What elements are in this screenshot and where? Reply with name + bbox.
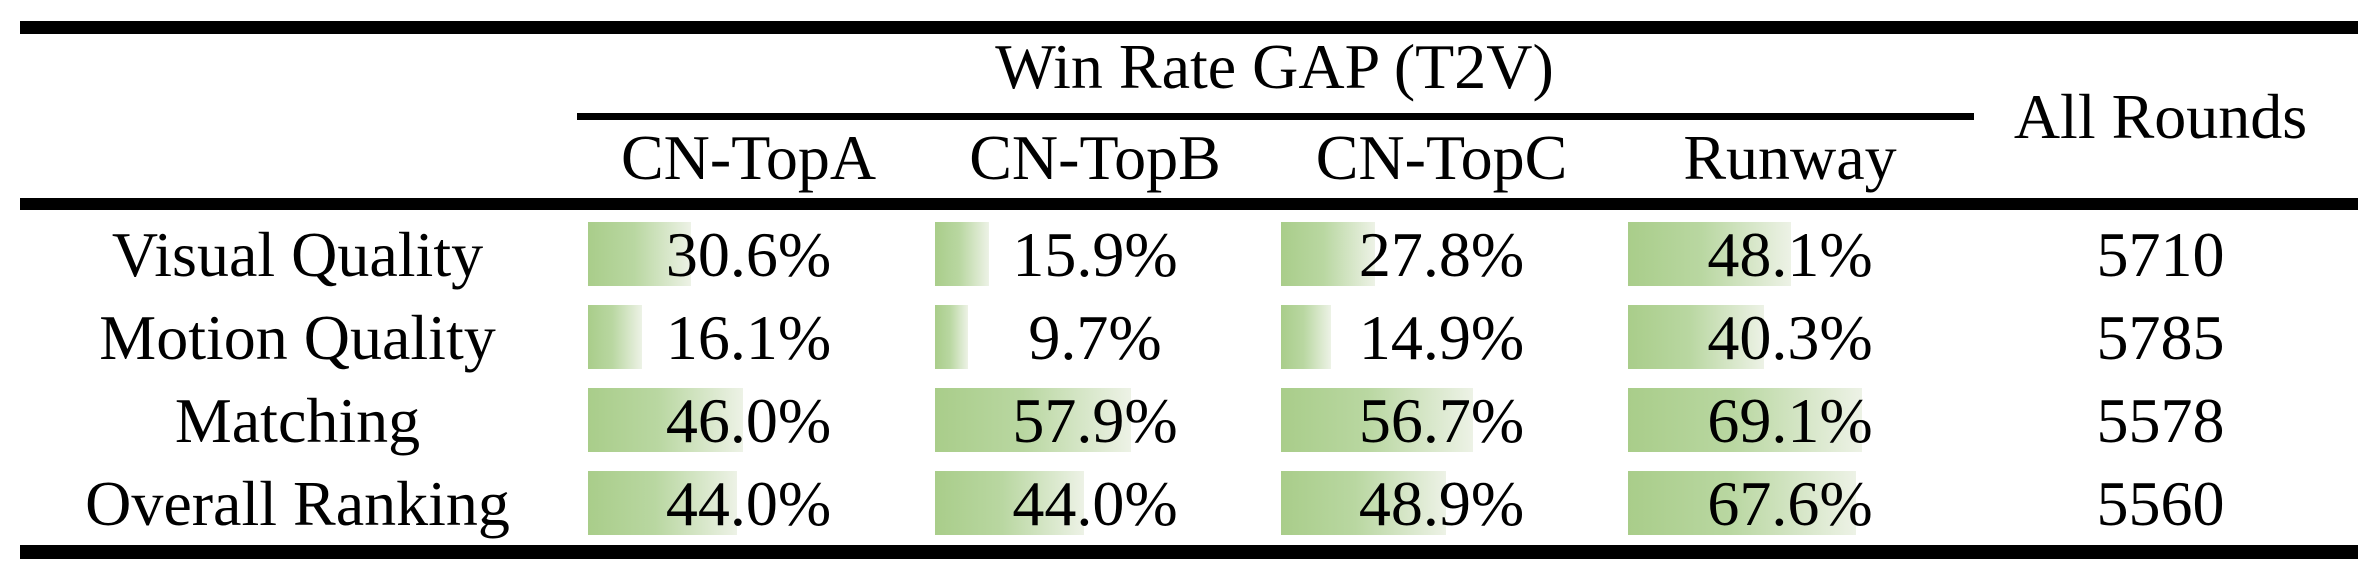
win-rate-bar — [1281, 471, 1447, 535]
row-label: Matching — [174, 384, 421, 456]
win-rate-value: 57.9% — [1012, 384, 1178, 456]
win-rate-bar — [935, 222, 989, 286]
win-rate-value: 48.1% — [1707, 218, 1873, 290]
win-rate-value: 56.7% — [1358, 384, 1525, 456]
win-rate-bar — [1628, 471, 1857, 535]
table-row-motion-quality: Motion Quality 16.1% 9.7% 14.9% 40.3% 57… — [20, 296, 2356, 379]
cell-motion-quality-runway: 40.3% — [1615, 296, 1965, 379]
win-rate-bar — [1628, 388, 1862, 452]
table-bottom-rule — [20, 545, 2358, 559]
win-rate-bar — [588, 471, 737, 535]
win-rate-bar — [588, 388, 744, 452]
row-label: Overall Ranking — [85, 467, 510, 539]
win-rate-value: 40.3% — [1707, 301, 1873, 373]
cell-visual-quality-all-rounds: 5710 — [2096, 218, 2225, 290]
cell-visual-quality-cn-topa: 30.6% — [575, 213, 922, 296]
cell-motion-quality-cn-topc: 14.9% — [1268, 296, 1615, 379]
win-rate-value: 16.1% — [665, 301, 832, 373]
table-row-overall-ranking: Overall Ranking 44.0% 44.0% 48.9% 67.6% … — [20, 462, 2356, 545]
win-rate-bar — [1628, 222, 1791, 286]
win-rate-bar — [935, 388, 1131, 452]
cell-overall-ranking-all-rounds: 5560 — [2096, 467, 2225, 539]
win-rate-value: 44.0% — [665, 467, 832, 539]
group-header-underline-rule — [577, 113, 1974, 120]
cell-matching-cn-topb: 57.9% — [922, 379, 1268, 462]
win-rate-value: 69.1% — [1707, 384, 1873, 456]
column-header-cn-topc: CN-TopC — [1315, 122, 1568, 193]
cell-matching-cn-topc: 56.7% — [1268, 379, 1615, 462]
win-rate-bar — [588, 222, 692, 286]
cell-overall-ranking-runway: 67.6% — [1615, 462, 1965, 545]
table-top-rule — [20, 21, 2358, 34]
win-rate-bar — [588, 305, 643, 369]
column-header-all-rounds: All Rounds — [2013, 81, 2308, 152]
cell-motion-quality-cn-topb: 9.7% — [922, 296, 1268, 379]
cell-overall-ranking-cn-topa: 44.0% — [575, 462, 922, 545]
column-header-runway: Runway — [1683, 122, 1897, 193]
table-row-visual-quality: Visual Quality 30.6% 15.9% 27.8% 48.1% 5… — [20, 213, 2356, 296]
cell-visual-quality-cn-topc: 27.8% — [1268, 213, 1615, 296]
win-rate-value: 44.0% — [1012, 467, 1178, 539]
group-header-title: Win Rate GAP (T2V) — [995, 31, 1554, 102]
row-label: Motion Quality — [99, 301, 496, 373]
win-rate-bar — [1281, 305, 1332, 369]
cell-visual-quality-cn-topb: 15.9% — [922, 213, 1268, 296]
row-label: Visual Quality — [111, 218, 484, 290]
cell-motion-quality-all-rounds: 5785 — [2096, 301, 2225, 373]
win-rate-bar — [1281, 388, 1473, 452]
column-header-cn-topa: CN-TopA — [620, 122, 877, 193]
win-rate-bar — [1628, 305, 1765, 369]
table-row-matching: Matching 46.0% 57.9% 56.7% 69.1% 5578 — [20, 379, 2356, 462]
cell-matching-all-rounds: 5578 — [2096, 384, 2225, 456]
win-rate-bar — [1281, 222, 1375, 286]
win-rate-value: 30.6% — [665, 218, 832, 290]
win-rate-value: 27.8% — [1358, 218, 1525, 290]
win-rate-value: 15.9% — [1012, 218, 1178, 290]
cell-overall-ranking-cn-topb: 44.0% — [922, 462, 1268, 545]
win-rate-value: 14.9% — [1358, 301, 1525, 373]
win-rate-value: 46.0% — [665, 384, 832, 456]
cell-motion-quality-cn-topa: 16.1% — [575, 296, 922, 379]
win-rate-bar — [935, 471, 1084, 535]
header-body-divider-rule — [20, 198, 2358, 210]
cell-visual-quality-runway: 48.1% — [1615, 213, 1965, 296]
cell-matching-runway: 69.1% — [1615, 379, 1965, 462]
cell-overall-ranking-cn-topc: 48.9% — [1268, 462, 1615, 545]
cell-matching-cn-topa: 46.0% — [575, 379, 922, 462]
win-rate-bar — [935, 305, 968, 369]
win-rate-value: 9.7% — [1028, 301, 1162, 373]
win-rate-value: 67.6% — [1707, 467, 1873, 539]
column-header-cn-topb: CN-TopB — [969, 122, 1221, 193]
win-rate-value: 48.9% — [1358, 467, 1525, 539]
